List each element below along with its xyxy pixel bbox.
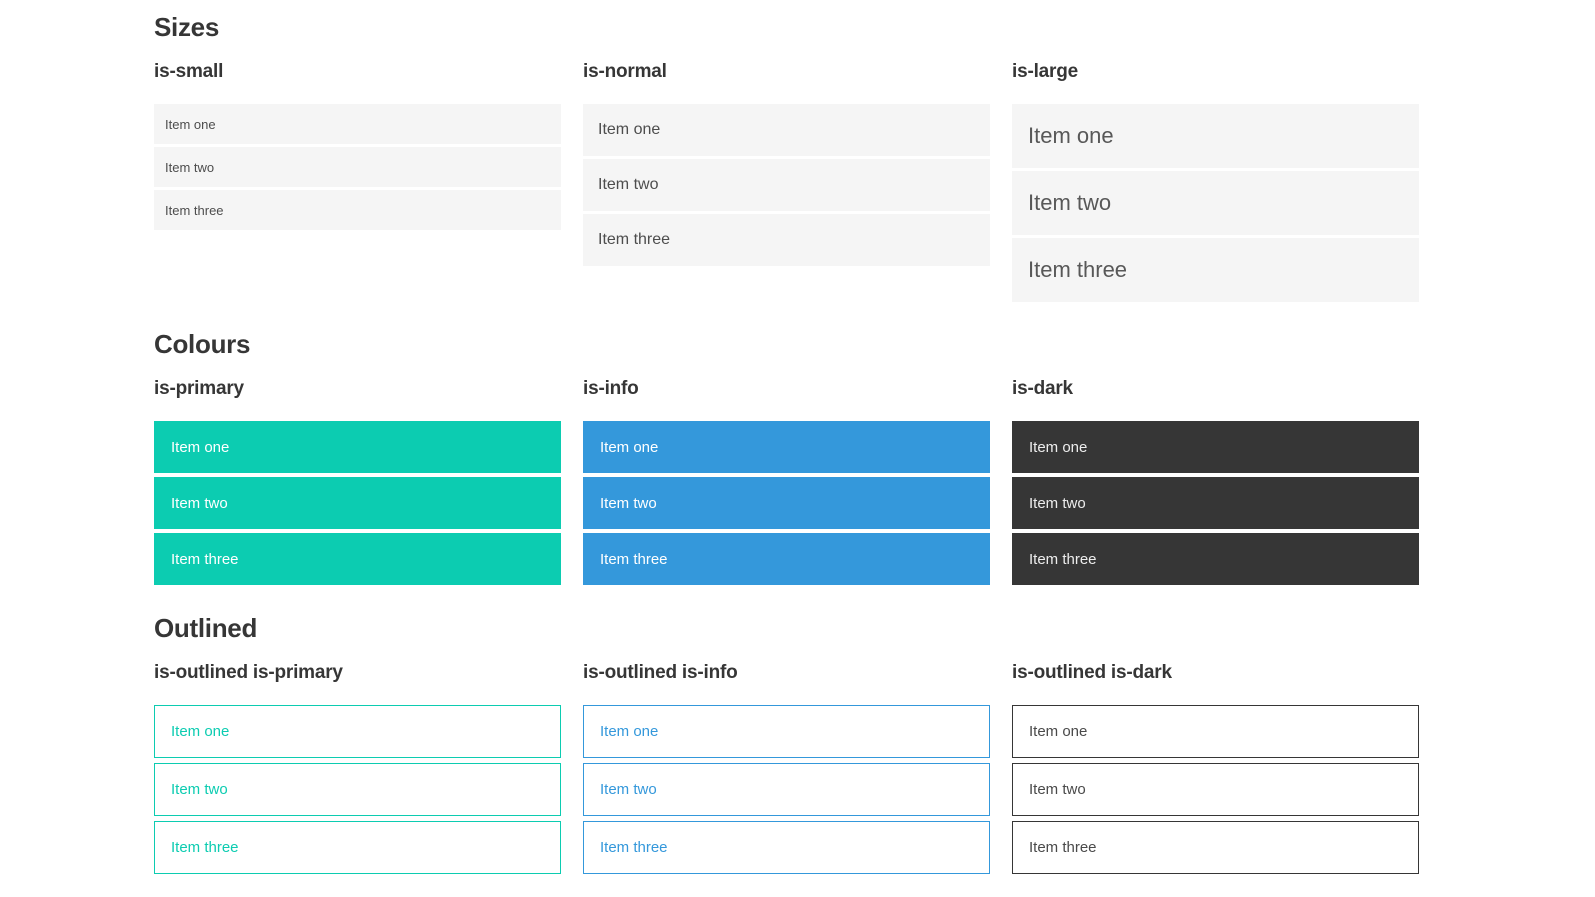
section-title: Sizes [154, 12, 219, 42]
column-is-primary: is-primary Item one Item two Item three [154, 378, 561, 589]
column-heading: is-small [154, 61, 224, 82]
list-item[interactable]: Item one [1012, 421, 1419, 473]
list-item[interactable]: Item two [1012, 477, 1419, 529]
item-list: Item one Item two Item three [1012, 104, 1419, 302]
list-item[interactable]: Item three [1012, 821, 1419, 874]
column-heading: is-large [1012, 61, 1078, 82]
column-heading: is-outlined is-info [583, 662, 738, 683]
list-item[interactable]: Item two [583, 763, 990, 816]
column-heading: is-outlined is-primary [154, 662, 343, 683]
colours-columns: is-primary Item one Item two Item three … [154, 378, 1419, 589]
section-title: Outlined [154, 613, 258, 643]
outlined-columns: is-outlined is-primary Item one Item two… [154, 662, 1419, 879]
column-is-outlined-is-dark: is-outlined is-dark Item one Item two It… [1012, 662, 1419, 879]
section-title: Colours [154, 329, 251, 359]
column-is-small: is-small Item one Item two Item three [154, 61, 561, 305]
list-item[interactable]: Item three [154, 533, 561, 585]
list-item[interactable]: Item one [1012, 705, 1419, 758]
column-heading: is-primary [154, 378, 244, 399]
list-item[interactable]: Item one [583, 705, 990, 758]
list-item[interactable]: Item two [154, 147, 561, 187]
list-item[interactable]: Item one [1012, 104, 1419, 168]
list-item[interactable]: Item two [154, 763, 561, 816]
column-is-large: is-large Item one Item two Item three [1012, 61, 1419, 305]
section-outlined: Outlined is-outlined is-primary Item one… [154, 614, 1419, 879]
list-item[interactable]: Item one [154, 104, 561, 144]
item-list: Item one Item two Item three [1012, 421, 1419, 585]
item-list: Item one Item two Item three [583, 705, 990, 874]
item-list: Item one Item two Item three [583, 104, 990, 266]
list-item[interactable]: Item two [1012, 171, 1419, 235]
list-item[interactable]: Item three [583, 214, 990, 266]
list-item[interactable]: Item three [1012, 238, 1419, 302]
column-heading: is-dark [1012, 378, 1073, 399]
column-is-dark: is-dark Item one Item two Item three [1012, 378, 1419, 589]
list-item[interactable]: Item three [1012, 533, 1419, 585]
list-item[interactable]: Item two [583, 159, 990, 211]
column-is-info: is-info Item one Item two Item three [583, 378, 990, 589]
list-item[interactable]: Item three [583, 821, 990, 874]
column-heading: is-info [583, 378, 639, 399]
section-sizes: Sizes is-small Item one Item two Item th… [154, 13, 1419, 305]
item-list: Item one Item two Item three [154, 705, 561, 874]
section-colours: Colours is-primary Item one Item two Ite… [154, 330, 1419, 589]
list-item[interactable]: Item three [154, 190, 561, 230]
column-is-outlined-is-info: is-outlined is-info Item one Item two It… [583, 662, 990, 879]
list-item[interactable]: Item two [1012, 763, 1419, 816]
column-heading: is-outlined is-dark [1012, 662, 1172, 683]
list-item[interactable]: Item one [583, 104, 990, 156]
page: Sizes is-small Item one Item two Item th… [154, 13, 1419, 879]
list-item[interactable]: Item one [583, 421, 990, 473]
list-item[interactable]: Item one [154, 705, 561, 758]
item-list: Item one Item two Item three [1012, 705, 1419, 874]
column-heading: is-normal [583, 61, 667, 82]
list-item[interactable]: Item three [583, 533, 990, 585]
sizes-columns: is-small Item one Item two Item three is… [154, 61, 1419, 305]
list-item[interactable]: Item three [154, 821, 561, 874]
list-item[interactable]: Item two [583, 477, 990, 529]
list-item[interactable]: Item two [154, 477, 561, 529]
item-list: Item one Item two Item three [154, 104, 561, 230]
item-list: Item one Item two Item three [583, 421, 990, 585]
column-is-normal: is-normal Item one Item two Item three [583, 61, 990, 305]
list-item[interactable]: Item one [154, 421, 561, 473]
column-is-outlined-is-primary: is-outlined is-primary Item one Item two… [154, 662, 561, 879]
item-list: Item one Item two Item three [154, 421, 561, 585]
